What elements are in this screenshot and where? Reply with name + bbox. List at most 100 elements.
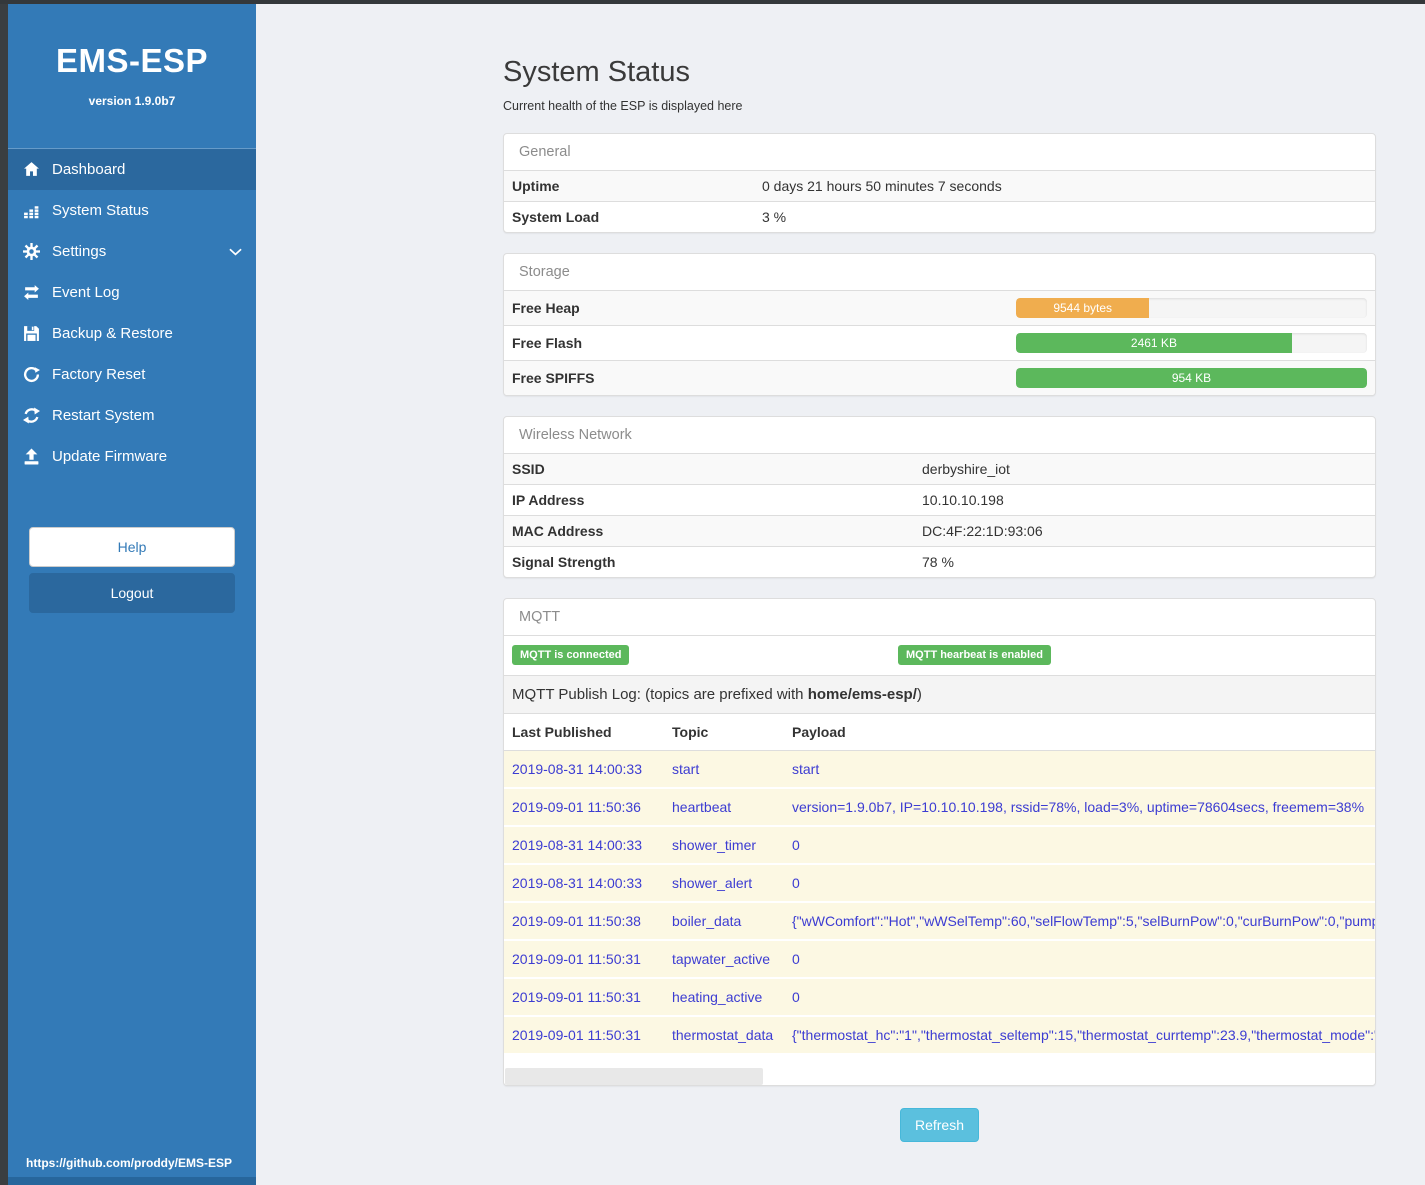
table-row: System Load 3 % [504,201,1375,232]
publish-log-topic-prefix: home/ems-esp/ [807,686,917,703]
mqtt-panel-header: MQTT [519,609,561,625]
mqtt-heartbeat-badge: MQTT hearbeat is enabled [898,645,1051,665]
refresh-button[interactable]: Refresh [899,1108,980,1142]
sidebar-item-label: Factory Reset [52,366,146,383]
table-row: MAC Address DC:4F:22:1D:93:06 [504,515,1375,547]
sidebar-item-label: Backup & Restore [52,325,173,342]
cell-last-published: 2019-09-01 11:50:31 [512,951,641,967]
system-status-icon [20,202,42,219]
cell-payload: 0 [792,875,800,891]
table-row: 2019-08-31 14:00:33 start start [504,750,1375,788]
main-content: System Status Current health of the ESP … [256,4,1425,1185]
cell-payload: 0 [792,837,800,853]
general-table: Uptime 0 days 21 hours 50 minutes 7 seco… [504,170,1375,232]
table-row: 2019-09-01 11:50:31 heating_active 0 [504,978,1375,1016]
sidebar-bottom-strip [8,1177,256,1185]
cell-last-published: 2019-09-01 11:50:31 [512,989,641,1005]
cell-topic: thermostat_data [672,1027,774,1043]
logout-button[interactable]: Logout [29,573,235,613]
sidebar-item-settings[interactable]: Settings [8,231,256,272]
sidebar-item-label: Restart System [52,407,155,424]
cell-topic: tapwater_active [672,951,771,967]
cell-topic: shower_alert [672,875,753,891]
cell-topic: heating_active [672,989,763,1005]
mqtt-publish-log-caption: MQTT Publish Log: (topics are prefixed w… [504,675,1375,714]
cell-payload: {"wWComfort":"Hot","wWSelTemp":60,"selFl… [792,913,1375,929]
cell-payload: {"thermostat_hc":"1","thermostat_seltemp… [792,1027,1375,1043]
sidebar-item-label: System Status [52,202,149,219]
sidebar-item-label: Dashboard [52,161,126,178]
horizontal-scrollbar[interactable] [504,1068,1375,1085]
cell-payload: 0 [792,989,800,1005]
cell-topic: start [672,761,700,777]
upload-icon [20,448,42,465]
general-panel: General Uptime 0 days 21 hours 50 minute… [503,133,1376,233]
mac-address-label: MAC Address [504,515,914,547]
sidebar: EMS-ESP version 1.9.0b7 Dashboard System… [8,0,256,1185]
system-load-label: System Load [504,201,754,232]
app-title: EMS-ESP [55,42,209,79]
cell-last-published: 2019-08-31 14:00:33 [512,875,642,891]
signal-strength-label: Signal Strength [504,546,914,577]
cell-topic: heartbeat [672,799,732,815]
general-panel-header: General [519,144,571,160]
mqtt-publish-log-table: Last Published Topic Payload 2019-08-31 … [504,714,1375,1053]
brand: EMS-ESP version 1.9.0b7 [8,0,256,108]
page-subtitle: Current health of the ESP is displayed h… [503,99,743,113]
github-link[interactable]: https://github.com/proddy/EMS-ESP [26,1156,232,1170]
sidebar-item-factory-reset[interactable]: Factory Reset [8,354,256,395]
table-row: 2019-08-31 14:00:33 shower_alert 0 [504,864,1375,902]
cell-topic: boiler_data [672,913,742,929]
browser-left-edge [0,0,8,1185]
sidebar-item-label: Settings [52,243,107,260]
sidebar-item-label: Event Log [52,284,120,301]
scrollbar-thumb[interactable] [505,1068,763,1085]
cell-last-published: 2019-08-31 14:00:33 [512,837,642,853]
chevron-down-icon [229,248,242,256]
table-row: Signal Strength 78 % [504,546,1375,577]
cell-payload: 0 [792,951,800,967]
storage-table: Free Heap 9544 bytes Free Flash 2461 KB [504,290,1375,395]
sidebar-item-restart-system[interactable]: Restart System [8,395,256,436]
page-title: System Status [503,56,690,88]
free-spiffs-label: Free SPIFFS [504,360,1008,395]
free-spiffs-bar: 954 KB [1016,368,1367,388]
wireless-panel: Wireless Network SSID derbyshire_iot IP … [503,416,1376,578]
ip-address-label: IP Address [504,484,914,516]
mac-address-value: DC:4F:22:1D:93:06 [914,515,1375,547]
table-row: Free SPIFFS 954 KB [504,360,1375,395]
help-button[interactable]: Help [29,527,235,567]
table-row: Uptime 0 days 21 hours 50 minutes 7 seco… [504,170,1375,202]
free-heap-label: Free Heap [504,290,1008,326]
sidebar-item-dashboard[interactable]: Dashboard [8,149,256,190]
ssid-value: derbyshire_iot [914,453,1375,485]
publish-log-suffix: ) [916,686,922,703]
ssid-label: SSID [504,453,914,485]
sidebar-item-backup-restore[interactable]: Backup & Restore [8,313,256,354]
mqtt-badges-row: MQTT is connected MQTT hearbeat is enabl… [504,635,1375,675]
wireless-table: SSID derbyshire_iot IP Address 10.10.10.… [504,453,1375,577]
sidebar-item-label: Update Firmware [52,448,168,465]
table-row: 2019-09-01 11:50:38 boiler_data {"wWComf… [504,902,1375,940]
cell-topic: shower_timer [672,837,757,853]
table-row: SSID derbyshire_iot [504,453,1375,485]
table-header-row: Last Published Topic Payload [504,714,1375,751]
exchange-icon [20,284,42,301]
sidebar-item-event-log[interactable]: Event Log [8,272,256,313]
free-heap-progress: 9544 bytes [1016,298,1367,318]
refresh-icon [20,407,42,424]
signal-strength-value: 78 % [914,546,1375,577]
storage-panel-header: Storage [519,264,570,280]
browser-top-edge [0,0,1425,4]
ip-address-value: 10.10.10.198 [914,484,1375,516]
table-row: 2019-09-01 11:50:36 heartbeat version=1.… [504,788,1375,826]
free-heap-bar: 9544 bytes [1016,298,1150,318]
app-version: version 1.9.0b7 [88,94,176,108]
sidebar-item-update-firmware[interactable]: Update Firmware [8,436,256,477]
col-last-published: Last Published [512,724,612,740]
free-flash-label: Free Flash [504,325,1008,361]
home-icon [20,161,42,178]
table-row: Free Heap 9544 bytes [504,290,1375,326]
uptime-label: Uptime [504,170,754,202]
sidebar-item-system-status[interactable]: System Status [8,190,256,231]
